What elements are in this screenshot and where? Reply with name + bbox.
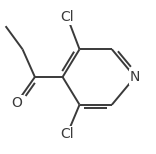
Text: O: O [11,96,22,110]
Text: N: N [130,70,140,84]
Text: Cl: Cl [60,10,74,24]
Text: Cl: Cl [60,127,74,141]
